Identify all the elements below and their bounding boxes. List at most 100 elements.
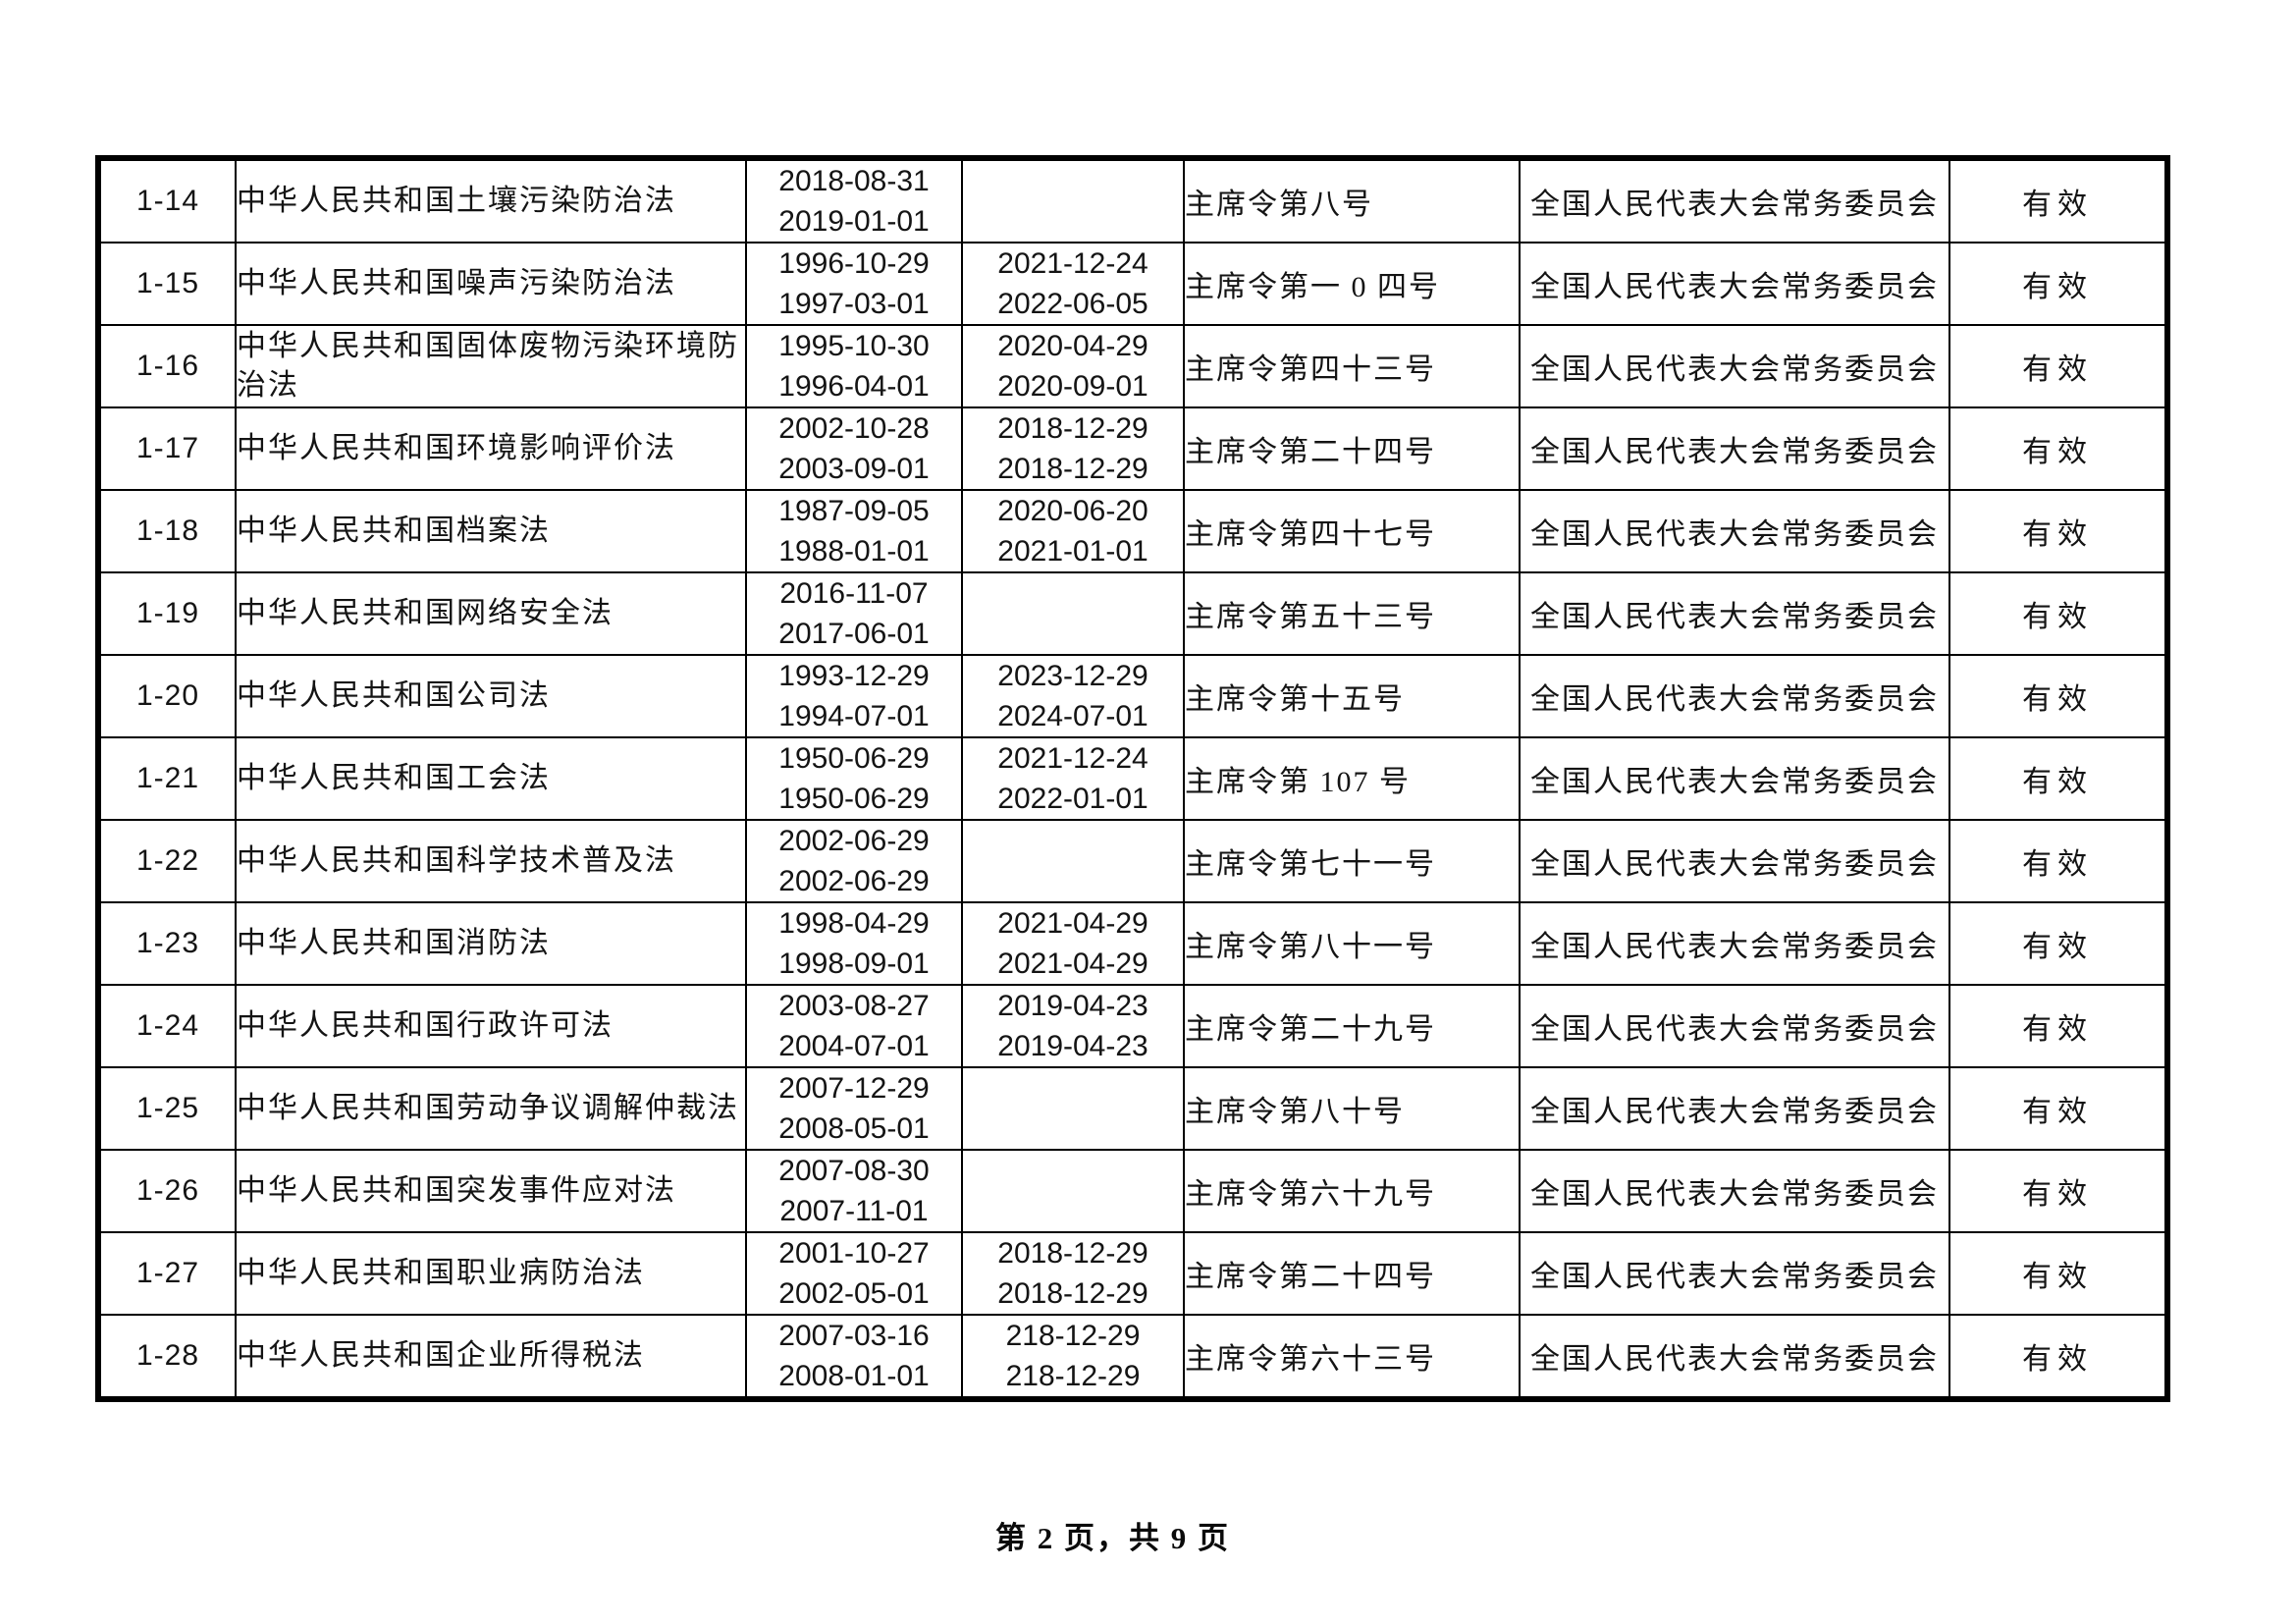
table-row: 1-20 中华人民共和国公司法 1993-12-29 1994-07-01 20… xyxy=(97,654,2168,738)
status-badge: 有效 xyxy=(1949,242,2168,326)
issuing-body: 全国人民代表大会常务委员会 xyxy=(1519,1149,1950,1233)
publish-date-line-1: 2001-10-27 xyxy=(778,1237,930,1270)
issuing-body: 全国人民代表大会常务委员会 xyxy=(1519,654,1950,738)
revision-date-line-1: 2021-12-24 xyxy=(997,247,1148,280)
issuing-body: 全国人民代表大会常务委员会 xyxy=(1519,242,1950,326)
issuing-body: 全国人民代表大会常务委员会 xyxy=(1519,1231,1950,1316)
publish-date-line-2: 2017-06-01 xyxy=(778,618,930,650)
publish-dates-cell: 2002-10-28 2003-09-01 xyxy=(745,406,963,491)
publish-date-line-1: 1995-10-30 xyxy=(778,330,930,362)
publish-date-line-2: 2002-05-01 xyxy=(778,1277,930,1310)
decree-number: 主席令第八号 xyxy=(1183,157,1521,244)
law-name: 中华人民共和国科学技术普及法 xyxy=(235,819,747,903)
publish-dates-cell: 1993-12-29 1994-07-01 xyxy=(745,654,963,738)
revision-dates-cell: 2019-04-23 2019-04-23 xyxy=(961,984,1185,1068)
publish-date-line-2: 2003-09-01 xyxy=(778,453,930,485)
law-name: 中华人民共和国固体废物污染环境防治法 xyxy=(235,324,747,408)
issuing-body: 全国人民代表大会常务委员会 xyxy=(1519,1314,1950,1400)
row-number: 1-14 xyxy=(97,157,237,244)
issuing-body: 全国人民代表大会常务委员会 xyxy=(1519,1066,1950,1151)
status-badge: 有效 xyxy=(1949,406,2168,491)
publish-date-line-1: 2002-10-28 xyxy=(778,412,930,445)
publish-dates-cell: 2003-08-27 2004-07-01 xyxy=(745,984,963,1068)
publish-date-line-1: 2007-12-29 xyxy=(778,1072,930,1105)
publish-date-line-1: 1993-12-29 xyxy=(778,660,930,692)
revision-date-line-1 xyxy=(964,161,1182,201)
publish-date-line-2: 2019-01-01 xyxy=(778,205,930,238)
revision-date-line-2: 2019-04-23 xyxy=(997,1030,1148,1062)
publish-dates-cell: 1950-06-29 1950-06-29 xyxy=(745,736,963,821)
publish-dates-cell: 2018-08-31 2019-01-01 xyxy=(745,157,963,244)
decree-number: 主席令第六十九号 xyxy=(1183,1149,1521,1233)
publish-dates-cell: 1996-10-29 1997-03-01 xyxy=(745,242,963,326)
table-row: 1-17 中华人民共和国环境影响评价法 2002-10-28 2003-09-0… xyxy=(97,406,2168,491)
law-name: 中华人民共和国土壤污染防治法 xyxy=(235,157,747,244)
publish-date-line-1: 2007-03-16 xyxy=(778,1320,930,1352)
revision-dates-cell: 2020-06-20 2021-01-01 xyxy=(961,489,1185,573)
status-badge: 有效 xyxy=(1949,157,2168,244)
status-badge: 有效 xyxy=(1949,571,2168,656)
row-number: 1-17 xyxy=(97,406,237,491)
revision-dates-cell: 2020-04-29 2020-09-01 xyxy=(961,324,1185,408)
revision-date-line-1: 2018-12-29 xyxy=(997,412,1148,445)
revision-date-line-2: 2024-07-01 xyxy=(997,700,1148,732)
revision-date-line-2 xyxy=(964,1109,1182,1148)
decree-number: 主席令第二十四号 xyxy=(1183,1231,1521,1316)
revision-dates-cell xyxy=(961,819,1185,903)
revision-dates-cell: 2023-12-29 2024-07-01 xyxy=(961,654,1185,738)
decree-number: 主席令第一 0 四号 xyxy=(1183,242,1521,326)
table-row: 1-26 中华人民共和国突发事件应对法 2007-08-30 2007-11-0… xyxy=(97,1149,2168,1233)
revision-date-line-2: 2018-12-29 xyxy=(997,1277,1148,1310)
revision-date-line-1: 2018-12-29 xyxy=(997,1237,1148,1270)
row-number: 1-28 xyxy=(97,1314,237,1400)
publish-date-line-2: 1997-03-01 xyxy=(778,288,930,320)
publish-dates-cell: 1987-09-05 1988-01-01 xyxy=(745,489,963,573)
revision-dates-cell: 2018-12-29 2018-12-29 xyxy=(961,406,1185,491)
table-row: 1-21 中华人民共和国工会法 1950-06-29 1950-06-29 20… xyxy=(97,736,2168,821)
publish-dates-cell: 1995-10-30 1996-04-01 xyxy=(745,324,963,408)
row-number: 1-21 xyxy=(97,736,237,821)
table-row: 1-24 中华人民共和国行政许可法 2003-08-27 2004-07-01 … xyxy=(97,984,2168,1068)
publish-dates-cell: 2002-06-29 2002-06-29 xyxy=(745,819,963,903)
row-number: 1-22 xyxy=(97,819,237,903)
publish-date-line-2: 1950-06-29 xyxy=(778,783,930,815)
law-table-body: 1-14 中华人民共和国土壤污染防治法 2018-08-31 2019-01-0… xyxy=(97,157,2168,1400)
law-name: 中华人民共和国企业所得税法 xyxy=(235,1314,747,1400)
status-badge: 有效 xyxy=(1949,1066,2168,1151)
revision-date-line-2: 2020-09-01 xyxy=(997,370,1148,403)
row-number: 1-23 xyxy=(97,901,237,986)
publish-dates-cell: 2007-08-30 2007-11-01 xyxy=(745,1149,963,1233)
publish-date-line-2: 2007-11-01 xyxy=(779,1195,929,1227)
revision-dates-cell xyxy=(961,157,1185,244)
revision-date-line-1: 2020-04-29 xyxy=(997,330,1148,362)
decree-number: 主席令第四十三号 xyxy=(1183,324,1521,408)
status-badge: 有效 xyxy=(1949,1314,2168,1400)
row-number: 1-20 xyxy=(97,654,237,738)
revision-date-line-2: 2022-01-01 xyxy=(997,783,1148,815)
revision-date-line-1 xyxy=(964,822,1182,861)
revision-date-line-2 xyxy=(964,614,1182,653)
law-name: 中华人民共和国网络安全法 xyxy=(235,571,747,656)
issuing-body: 全国人民代表大会常务委员会 xyxy=(1519,489,1950,573)
law-name: 中华人民共和国职业病防治法 xyxy=(235,1231,747,1316)
decree-number: 主席令第五十三号 xyxy=(1183,571,1521,656)
decree-number: 主席令第八十一号 xyxy=(1183,901,1521,986)
revision-dates-cell: 2021-12-24 2022-06-05 xyxy=(961,242,1185,326)
table-row: 1-18 中华人民共和国档案法 1987-09-05 1988-01-01 20… xyxy=(97,489,2168,573)
status-badge: 有效 xyxy=(1949,901,2168,986)
revision-date-line-1: 2023-12-29 xyxy=(997,660,1148,692)
row-number: 1-19 xyxy=(97,571,237,656)
status-badge: 有效 xyxy=(1949,324,2168,408)
row-number: 1-24 xyxy=(97,984,237,1068)
law-name: 中华人民共和国消防法 xyxy=(235,901,747,986)
publish-dates-cell: 2007-03-16 2008-01-01 xyxy=(745,1314,963,1400)
row-number: 1-16 xyxy=(97,324,237,408)
table-row: 1-27 中华人民共和国职业病防治法 2001-10-27 2002-05-01… xyxy=(97,1231,2168,1316)
publish-date-line-2: 1998-09-01 xyxy=(778,947,930,980)
publish-date-line-1: 2016-11-07 xyxy=(779,577,929,610)
revision-date-line-2: 2018-12-29 xyxy=(997,453,1148,485)
page-footer: 第 2 页，共 9 页 xyxy=(995,1521,1230,1555)
table-row: 1-25 中华人民共和国劳动争议调解仲裁法 2007-12-29 2008-05… xyxy=(97,1066,2168,1151)
revision-date-line-2 xyxy=(964,1191,1182,1230)
table-row: 1-16 中华人民共和国固体废物污染环境防治法 1995-10-30 1996-… xyxy=(97,324,2168,408)
